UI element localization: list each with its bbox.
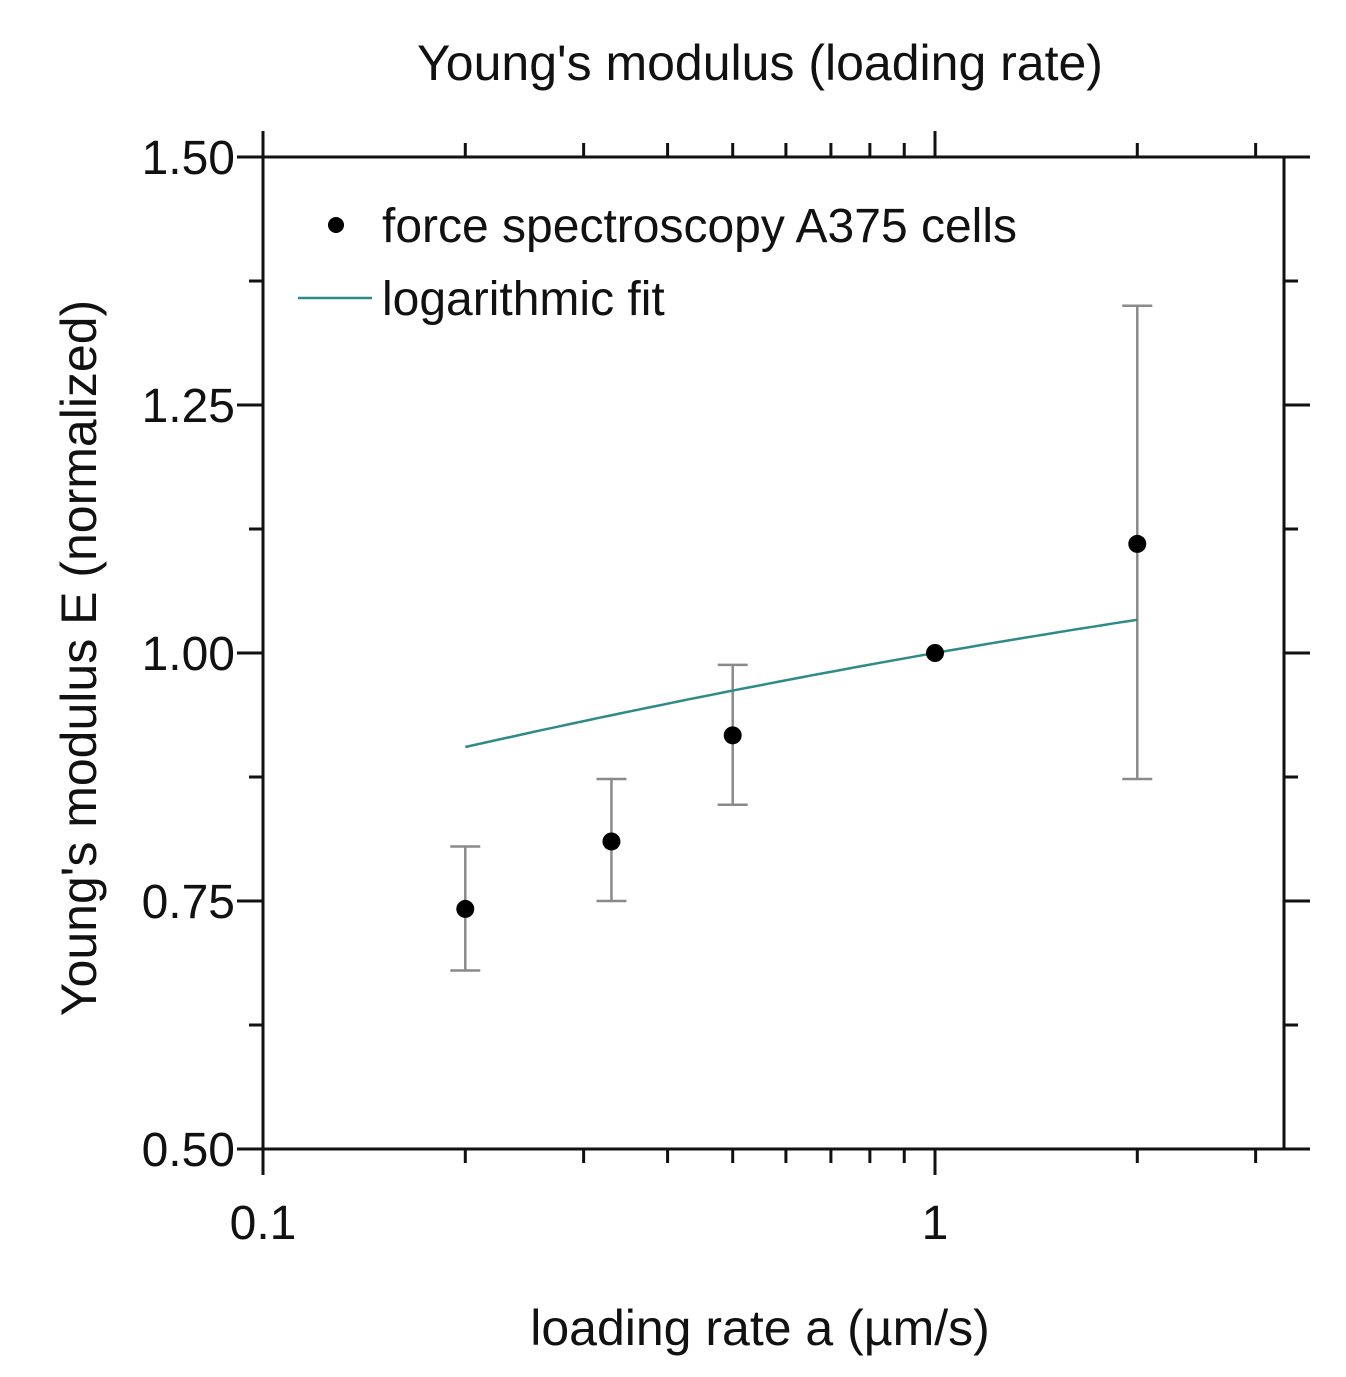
axis-tick-labels: 0.50 0.75 1.00 1.25 1.50 0.1 1 — [142, 132, 949, 1250]
chart-title: Young's modulus (loading rate) — [417, 35, 1103, 91]
x-tick-label: 0.1 — [230, 1197, 297, 1250]
y-tick-label: 1.25 — [142, 380, 235, 433]
x-tick-label: 1 — [922, 1197, 949, 1250]
y-tick-label: 0.75 — [142, 876, 235, 929]
y-tick-label: 1.00 — [142, 628, 235, 681]
legend: force spectroscopy A375 cells logarithmi… — [298, 200, 1017, 326]
legend-label-fit: logarithmic fit — [382, 273, 665, 326]
data-point — [1128, 534, 1147, 553]
data-point — [602, 832, 621, 851]
data-point — [456, 899, 475, 918]
data-point — [723, 726, 742, 745]
data-points — [456, 534, 1147, 918]
error-bars — [450, 304, 1153, 972]
x-axis-label: loading rate a (µm/s) — [530, 1300, 990, 1356]
y-tick-label: 0.50 — [142, 1124, 235, 1177]
fit-line — [465, 618, 1138, 749]
y-tick-label: 1.50 — [142, 132, 235, 185]
axis-ticks — [237, 131, 1310, 1175]
legend-marker-points — [328, 217, 344, 233]
y-axis-label: Young's modulus E (normalized) — [51, 300, 107, 1016]
legend-label-points: force spectroscopy A375 cells — [382, 200, 1017, 253]
data-point — [926, 644, 944, 662]
